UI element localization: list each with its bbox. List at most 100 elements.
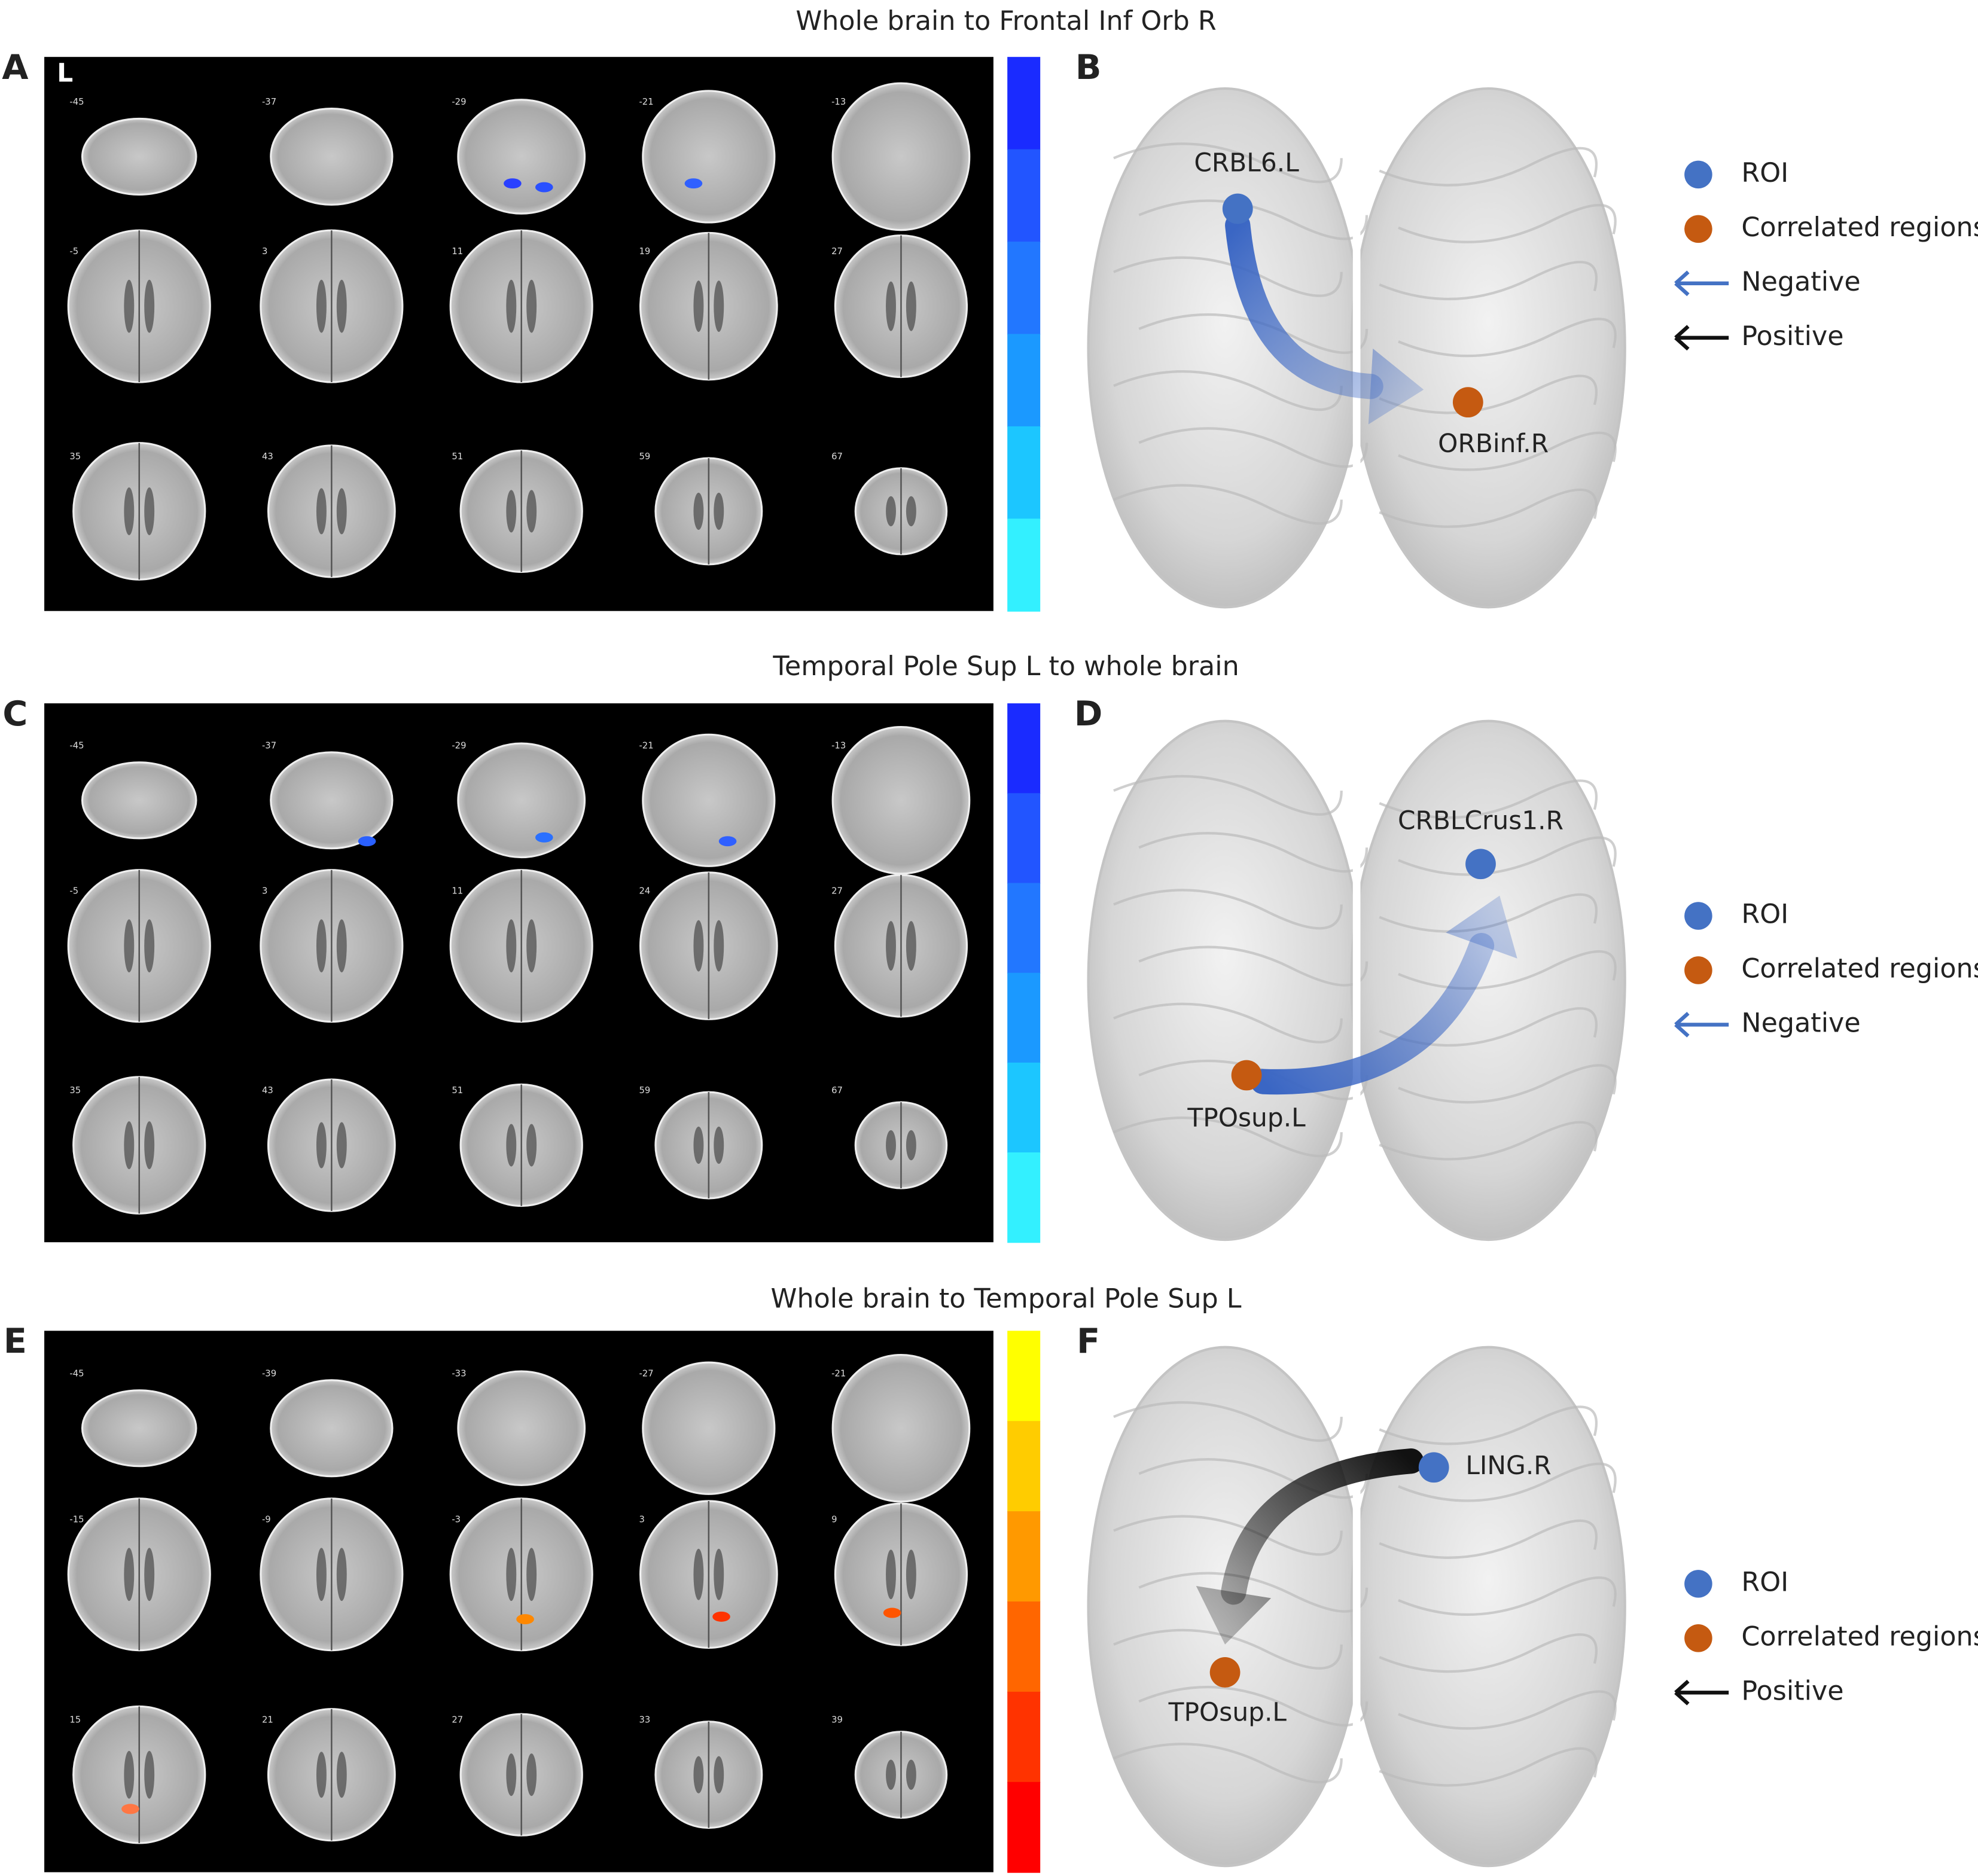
ventricle: [336, 1752, 347, 1798]
ventricle: [336, 279, 347, 333]
brain-slice: [457, 742, 586, 859]
legend-arrow-head: [1674, 1012, 1690, 1038]
slice-label: -29: [452, 740, 466, 751]
connection-arrow: [1250, 933, 1495, 1095]
roi-node: [1222, 193, 1253, 224]
legend-arrow-head: [1674, 270, 1690, 297]
gyrus: [1398, 203, 1617, 243]
gyrus: [1113, 142, 1343, 184]
gyrus: [1113, 774, 1343, 816]
activation-blob: [535, 832, 553, 843]
gyrus: [1398, 950, 1617, 990]
gyrus: [1398, 836, 1617, 876]
slice-label: -33: [452, 1368, 466, 1378]
slice-label: -29: [452, 97, 466, 107]
slice-label: 39: [831, 1715, 843, 1725]
legend-marker: [1684, 160, 1712, 189]
ventricle: [714, 492, 724, 530]
activation-blob: [504, 178, 522, 189]
legend-label: Correlated regions: [1741, 212, 1978, 243]
colorbar-segment: [1007, 57, 1041, 150]
brain-slice: [642, 90, 776, 224]
ventricle: [336, 488, 347, 535]
gyrus: [1113, 889, 1343, 930]
ventricle: [124, 1750, 135, 1799]
legend-arrow-head: [1674, 325, 1690, 351]
gyrus: [1113, 1401, 1343, 1442]
ventricle: [316, 919, 327, 973]
slice-label: -15: [69, 1515, 84, 1525]
ventricle: [144, 1548, 155, 1602]
slice-label: 59: [639, 1085, 650, 1096]
panel-title: Whole brain to Frontal Inf Orb R: [796, 6, 1216, 36]
ventricle: [526, 1124, 537, 1167]
brain-slice: [81, 761, 197, 840]
legend-label: Negative: [1741, 1008, 1860, 1038]
brain-slice: [270, 107, 394, 206]
colorbar-segment: [1007, 334, 1041, 427]
slice-label: 24: [639, 886, 650, 896]
ventricle: [124, 279, 135, 333]
colorbar-segment: [1007, 1062, 1041, 1154]
ventricle: [906, 921, 916, 971]
ventricle: [906, 281, 916, 331]
gyrus: [1379, 1121, 1598, 1161]
gyrus: [1379, 147, 1598, 187]
ventricle: [506, 1548, 517, 1602]
slice-label: 43: [262, 452, 273, 462]
gyrus: [1113, 1743, 1343, 1784]
activation-blob: [516, 1614, 534, 1625]
brain-slice: [81, 1389, 197, 1468]
gyrus: [1398, 1462, 1617, 1502]
panel-letter: D: [1074, 694, 1102, 734]
ventricle: [714, 1756, 724, 1793]
ventricle: [316, 279, 327, 333]
roi-node: [1418, 1452, 1449, 1483]
gyrus: [1379, 779, 1598, 819]
slice-label: -45: [69, 1368, 84, 1378]
slice-label: -3: [452, 1515, 461, 1525]
gyrus: [1379, 1519, 1598, 1559]
legend-label: Negative: [1741, 267, 1860, 297]
ventricle: [906, 1759, 916, 1790]
ventricle: [714, 920, 724, 972]
ventricle: [124, 1548, 135, 1602]
slice-label: 15: [69, 1715, 81, 1725]
arrow-head: [1446, 895, 1517, 959]
slice-label: 9: [831, 1515, 837, 1525]
gyrus: [1379, 374, 1598, 414]
activation-blob: [712, 1611, 730, 1622]
correlated-label: TPOsup.L: [1187, 1103, 1306, 1133]
hemisphere-right: [1350, 719, 1626, 1241]
ventricle: [886, 1759, 896, 1790]
ventricle: [316, 1548, 327, 1602]
ventricle: [506, 919, 517, 973]
ventricle: [316, 488, 327, 535]
connection-arrow: [1221, 1448, 1424, 1605]
panel-letter: E: [4, 1322, 27, 1361]
ventricle: [506, 279, 517, 333]
legend-label: ROI: [1741, 1567, 1788, 1597]
legend-label: Correlated regions: [1741, 953, 1978, 984]
brain-slice: [642, 733, 776, 867]
ventricle: [886, 281, 896, 331]
ventricle: [693, 492, 704, 530]
ventricle: [906, 1130, 916, 1161]
ventricle: [144, 279, 155, 333]
connection-arrow: [1225, 212, 1383, 399]
slice-label: 21: [262, 1715, 273, 1725]
slice-label: 27: [452, 1715, 463, 1725]
ventricle: [886, 1130, 896, 1161]
ventricle: [506, 1124, 517, 1167]
ventricle: [144, 1750, 155, 1799]
slice-label: -37: [262, 740, 276, 751]
brain-slice: [831, 1353, 971, 1503]
colorbar-segment: [1007, 518, 1041, 612]
activation-blob: [121, 1804, 139, 1814]
slice-label: -5: [69, 246, 78, 257]
orientation-label: L: [57, 58, 73, 87]
colorbar-segment: [1007, 242, 1041, 335]
ventricle: [906, 496, 916, 527]
slice-label: -13: [831, 97, 846, 107]
legend-label: ROI: [1741, 899, 1788, 929]
